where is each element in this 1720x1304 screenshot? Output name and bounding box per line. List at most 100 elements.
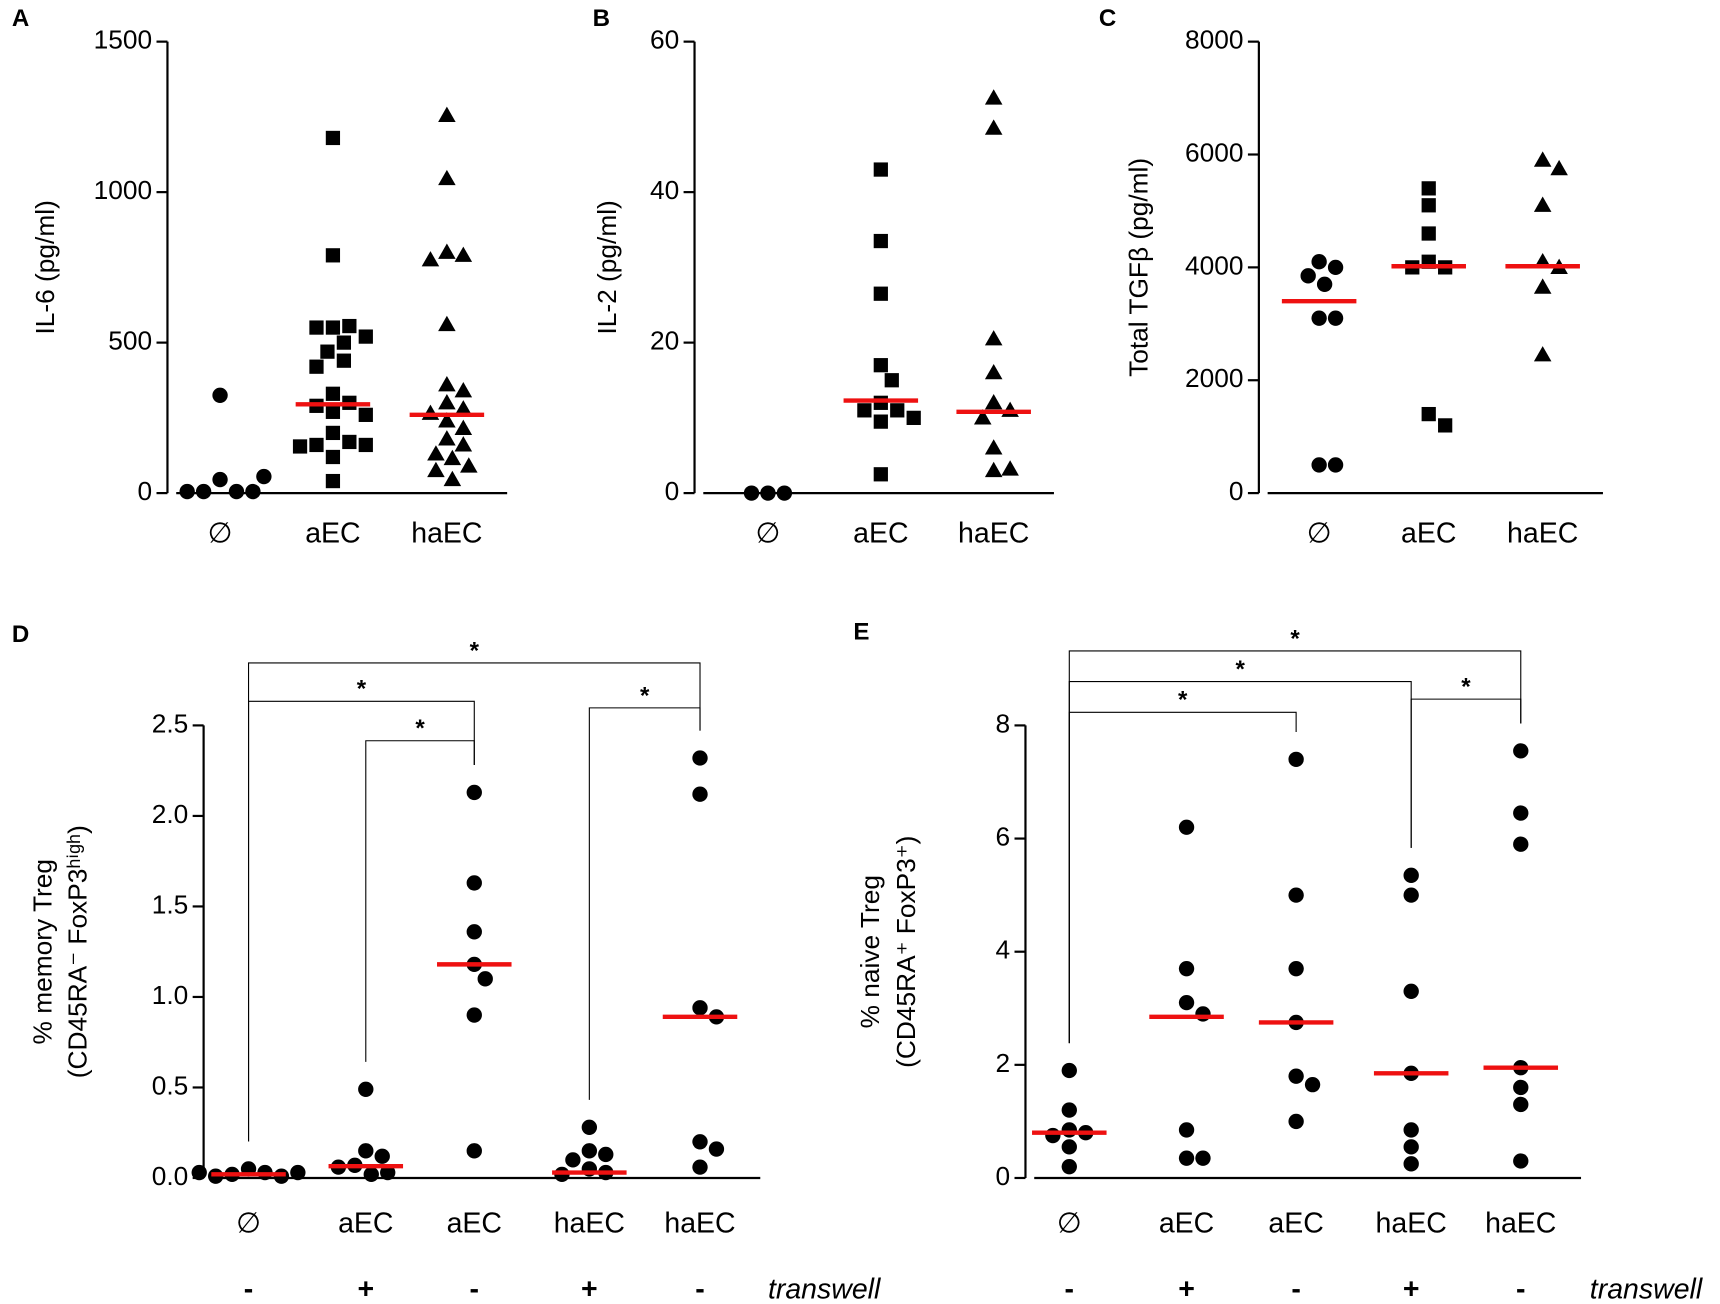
x-tick-label: haEC [411,517,482,549]
point [309,437,324,453]
point [1300,268,1316,284]
point [906,410,921,425]
point [692,1000,708,1016]
point [692,750,708,766]
point [325,449,341,465]
transwell-sign: - [470,1273,479,1304]
y-tick-label: 8 [995,708,1010,738]
point [1001,401,1019,417]
y-tick-label: 1.0 [152,980,189,1010]
point [358,1081,374,1097]
point [466,875,482,891]
x-tick-label: haEC [1507,517,1578,549]
point [454,400,473,416]
point [460,457,478,473]
transwell-sign: + [357,1273,374,1304]
point [873,233,888,249]
x-tick-label: ∅ [1057,1208,1082,1240]
point [427,461,445,478]
point [1178,994,1195,1011]
transwell-sign: - [695,1273,705,1304]
point [179,483,195,500]
point [245,483,261,500]
point [1513,743,1529,759]
point [1316,276,1333,292]
point [1327,259,1344,276]
point [565,1152,581,1168]
point [1421,226,1436,241]
x-tick-label: ∅ [208,517,233,549]
point [443,449,462,466]
point [1421,181,1436,196]
point [477,971,493,987]
point [581,1143,598,1159]
point [743,485,760,501]
point [358,1143,374,1159]
point [873,414,888,429]
x-tick-label: haEC [1376,1208,1447,1240]
point [1513,1096,1529,1113]
point [984,439,1003,455]
point [1311,310,1327,326]
point [256,468,272,485]
point [1311,457,1327,473]
y-tick-label: 0 [137,476,152,506]
point [443,470,462,487]
point [1288,1068,1304,1084]
point [358,437,373,453]
x-tick-label: ∅ [756,517,781,549]
x-tick-label: haEC [554,1208,625,1240]
point [363,1166,379,1183]
y-tick-label: 2 [995,1048,1010,1078]
point [1533,278,1552,294]
point [1311,254,1327,270]
point [466,784,482,801]
y-tick-label: 0 [1229,476,1244,506]
point [1288,887,1304,903]
point [776,485,793,501]
point [873,358,888,373]
y-axis-label: Total TGFβ (pg/ml) [1123,158,1153,377]
significance-label: * [415,715,425,742]
point [1513,1079,1529,1096]
y-tick-label: 4000 [1185,250,1243,280]
y-tick-label: 2.0 [152,799,189,829]
x-tick-label: haEC [664,1208,735,1240]
transwell-sign: + [1178,1273,1195,1304]
point [1195,1006,1211,1022]
point [1304,1076,1321,1093]
y-tick-label: 0.5 [152,1070,189,1100]
point [1533,151,1552,167]
point [984,363,1003,380]
point [358,329,373,344]
significance-bracket [365,740,475,1062]
point [427,445,445,461]
point [380,1164,396,1181]
significance-bracket [1068,711,1297,1044]
point [1403,887,1419,903]
point [1550,159,1568,176]
point [873,467,888,482]
point [454,246,473,262]
significance-label: * [640,682,650,709]
point [1327,457,1344,473]
transwell-label: transwell [768,1273,881,1304]
y-tick-label: 4 [995,935,1010,965]
significance-bracket [588,707,701,1100]
point [873,286,888,301]
point [325,386,341,401]
point [358,407,373,422]
transwell-sign: - [1516,1273,1526,1304]
point [466,1007,482,1023]
y-tick-label: 40 [650,175,679,205]
x-tick-label: haEC [1485,1208,1556,1240]
y-tick-label: 0.0 [152,1161,189,1191]
point [1403,1139,1419,1155]
point [454,382,473,398]
point [984,119,1003,135]
significance-label: * [1236,656,1246,683]
point [228,483,245,500]
point [708,1141,725,1157]
point [438,243,456,259]
point [760,485,776,501]
